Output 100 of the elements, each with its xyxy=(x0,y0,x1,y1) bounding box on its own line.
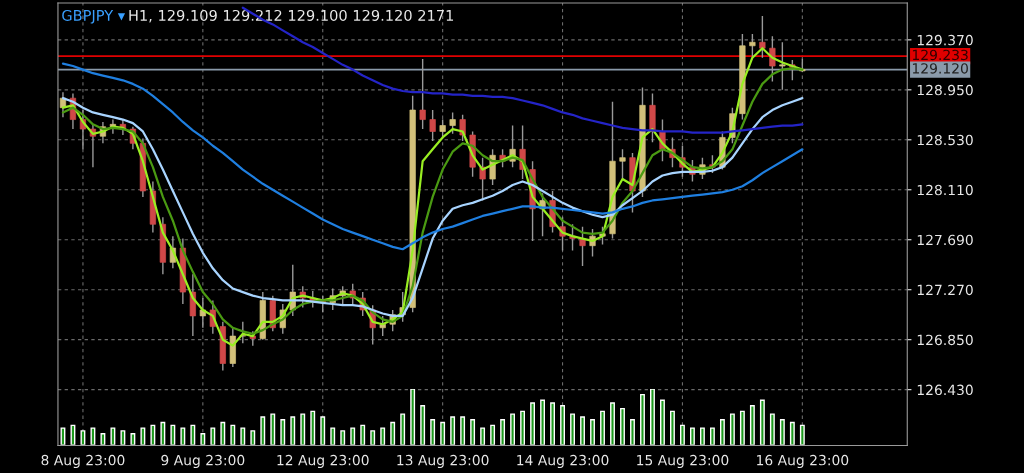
bar xyxy=(290,416,296,445)
y-tick-label: 127.690 xyxy=(917,234,973,246)
bar xyxy=(520,410,526,445)
bar xyxy=(390,421,396,445)
candlestick xyxy=(759,15,766,59)
bar xyxy=(640,393,645,445)
bar xyxy=(170,424,176,445)
candlestick xyxy=(619,148,626,180)
bar xyxy=(500,419,506,445)
bar xyxy=(680,424,685,445)
y-tick-label: 129.370 xyxy=(917,34,973,46)
y-tick-label: 126.430 xyxy=(917,384,973,396)
x-tick-label: 16 Aug 23:00 xyxy=(757,454,849,469)
bar xyxy=(460,416,466,445)
bar xyxy=(90,427,96,445)
y-tick-label: 126.850 xyxy=(917,334,973,346)
bar xyxy=(779,419,785,445)
candlestick xyxy=(779,41,786,91)
bar xyxy=(510,413,516,445)
bar xyxy=(789,421,795,445)
bar xyxy=(670,410,675,445)
bar xyxy=(799,424,805,445)
bar xyxy=(380,427,386,445)
bar xyxy=(759,399,765,445)
x-tick-label: 13 Aug 23:00 xyxy=(397,454,489,469)
bar xyxy=(560,405,565,445)
bar xyxy=(270,413,276,445)
bar xyxy=(210,427,216,445)
candlestick xyxy=(419,58,426,130)
bar xyxy=(620,407,625,445)
bar xyxy=(330,427,336,445)
bar xyxy=(240,427,246,445)
bar xyxy=(160,421,166,445)
bar xyxy=(430,419,436,445)
bar xyxy=(140,427,146,445)
bar xyxy=(410,389,416,445)
bar xyxy=(689,427,695,445)
line-series xyxy=(61,62,804,251)
bar xyxy=(709,427,715,445)
bar xyxy=(280,419,286,445)
candlestick xyxy=(579,225,586,267)
ref-line-label: 129.120 xyxy=(912,63,968,74)
ref-line-label: 129.233 xyxy=(912,49,968,61)
bar xyxy=(440,421,446,445)
candlestick xyxy=(749,33,756,59)
bar xyxy=(100,432,106,445)
bar xyxy=(470,419,476,445)
bar xyxy=(530,402,536,445)
x-tick-label: 9 Aug 23:00 xyxy=(161,454,245,469)
bar xyxy=(250,430,256,445)
bar xyxy=(220,421,226,445)
x-tick-label: 14 Aug 23:00 xyxy=(517,454,609,469)
bar xyxy=(650,389,655,445)
y-tick-label: 128.950 xyxy=(917,84,973,96)
bar xyxy=(749,405,755,445)
bar xyxy=(110,427,116,445)
bar xyxy=(660,399,665,445)
bar xyxy=(739,410,745,445)
bar xyxy=(590,419,595,445)
chart-title: GBPJPY ▾ xyxy=(62,9,126,24)
bar xyxy=(719,419,725,445)
bar xyxy=(480,427,486,445)
x-tick-label: 12 Aug 23:00 xyxy=(277,454,369,469)
bar xyxy=(320,416,326,445)
bar xyxy=(370,430,376,445)
bar xyxy=(130,432,136,445)
bar xyxy=(260,416,266,445)
bar xyxy=(729,413,735,445)
bar xyxy=(360,424,366,445)
bar xyxy=(180,427,186,445)
bar xyxy=(190,424,196,445)
candlestick xyxy=(449,111,456,135)
bar xyxy=(80,430,86,445)
bar xyxy=(230,424,236,445)
bar xyxy=(610,402,615,445)
bar xyxy=(550,402,555,445)
bar xyxy=(769,413,775,445)
bar xyxy=(150,424,156,445)
bar xyxy=(120,430,126,445)
bar xyxy=(200,432,206,445)
y-tick-label: 128.530 xyxy=(917,134,973,146)
x-tick-label: 15 Aug 23:00 xyxy=(637,454,729,469)
candlestick xyxy=(199,297,206,329)
bar xyxy=(420,405,426,445)
bar xyxy=(580,416,585,445)
x-tick-label: 8 Aug 23:00 xyxy=(41,454,125,469)
candlestick xyxy=(429,109,436,142)
bar xyxy=(350,427,356,445)
bar xyxy=(630,419,635,445)
bar xyxy=(490,424,496,445)
bar xyxy=(540,399,546,445)
bar xyxy=(340,430,346,445)
bar xyxy=(570,413,575,445)
y-tick-label: 127.270 xyxy=(917,284,973,296)
bar xyxy=(400,413,406,445)
bar xyxy=(450,416,456,445)
bar xyxy=(600,410,605,445)
y-tick-label: 128.110 xyxy=(917,184,973,196)
bar xyxy=(699,427,705,445)
bar xyxy=(300,413,306,445)
